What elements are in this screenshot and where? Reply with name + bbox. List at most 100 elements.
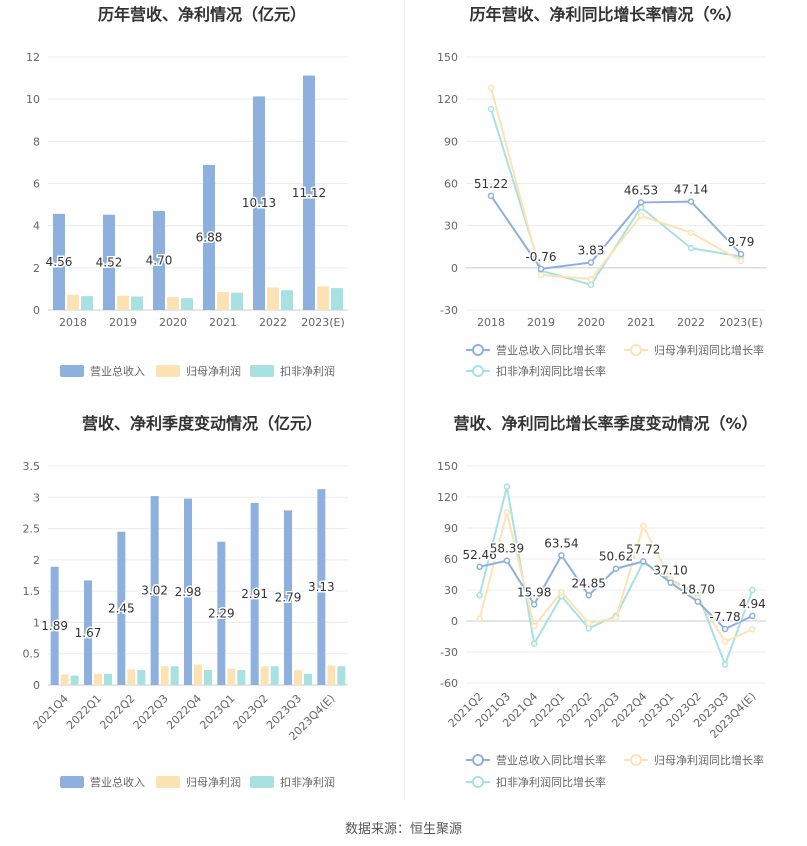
bar-net-profit — [260, 666, 269, 685]
x-tick-label: 2019 — [527, 316, 555, 329]
data-label: 46.53 — [624, 183, 658, 197]
bar-net-profit — [194, 664, 202, 685]
series-point-2 — [749, 586, 756, 594]
quarterly-growth-rate-svg: 营收、净利同比增长率季度变动情况（%）-60-30030609012015020… — [437, 414, 767, 789]
legend-label: 扣非净利润同比增长率 — [496, 775, 606, 789]
legend-label: 归母净利润同比增长率 — [654, 343, 764, 357]
series-point-0 — [687, 198, 695, 205]
series-point-0 — [585, 592, 592, 599]
legend-label: 营业总收入 — [90, 775, 145, 789]
bar-deducted-net-profit — [204, 669, 212, 685]
bar-revenue — [84, 580, 92, 685]
bar-deducted-net-profit — [331, 288, 343, 310]
y-tick-label: 10 — [26, 93, 40, 106]
y-tick-label: 0 — [33, 304, 40, 317]
quarterly-revenue-profit-chart: 营收、净利季度变动情况（亿元） 0 0.5 1 1.5 2 2.5 3 3.5 2021Q4 202… — [0, 405, 404, 805]
series-point-1 — [612, 614, 620, 622]
bar-revenue — [150, 496, 159, 685]
legend-label: 归母净利润 — [186, 775, 241, 789]
y-tick-label: 0.5 — [23, 648, 41, 661]
series-point-1 — [640, 522, 647, 530]
y-tick-label: 120 — [437, 93, 458, 106]
bar-deducted-net-profit — [304, 673, 312, 685]
y-tick-label: 30 — [444, 584, 458, 597]
chart-title: 历年营收、净利情况（亿元） — [98, 5, 306, 24]
y-tick-label: -60 — [440, 677, 458, 690]
data-label: 6.88 — [196, 230, 223, 244]
y-tick-label: 0 — [451, 615, 458, 628]
series-point-2 — [585, 624, 592, 632]
legend-swatch — [250, 365, 274, 377]
series-point-1 — [503, 509, 511, 516]
data-label: 10.13 — [242, 196, 276, 210]
series-point-1 — [721, 638, 729, 645]
y-tick-label: 4 — [33, 220, 40, 233]
data-label: -7.78 — [710, 610, 741, 624]
data-label: 3.83 — [578, 243, 605, 257]
y-tick-label: 1 — [33, 616, 40, 629]
bar-net-profit — [60, 674, 69, 685]
data-label: 3.02 — [141, 584, 168, 598]
series-line-0 — [490, 195, 742, 270]
legend-label: 归母净利润同比增长率 — [654, 753, 764, 767]
x-tick-label: 2021 — [209, 316, 237, 329]
legend-swatch — [156, 365, 180, 377]
data-label: 58.39 — [490, 542, 524, 556]
series-point-2 — [530, 640, 538, 647]
x-tick-label: 2021 — [627, 316, 655, 329]
series-point-2 — [476, 591, 483, 599]
series-point-1 — [687, 229, 695, 236]
x-tick-label: 2022Q1 — [64, 692, 104, 732]
bar-revenue — [284, 510, 292, 685]
legend-swatch — [250, 776, 274, 788]
data-label: 15.98 — [517, 585, 551, 599]
series-point-2 — [487, 105, 495, 113]
legend-label: 扣非净利润 — [280, 775, 335, 789]
bar-deducted-net-profit — [237, 669, 246, 685]
data-label: 2.98 — [175, 585, 202, 599]
series-point-0 — [721, 625, 729, 633]
y-tick-label: 12 — [26, 51, 40, 64]
legend-swatch — [60, 776, 84, 788]
y-tick-label: 2 — [33, 262, 40, 275]
bar-revenue — [317, 489, 326, 685]
bar-deducted-net-profit — [270, 666, 279, 685]
series-point-1 — [487, 84, 495, 92]
x-tick-label: 2023(E) — [719, 316, 763, 329]
series-point-1 — [585, 619, 592, 627]
series-point-1 — [530, 622, 538, 630]
panel-divider — [404, 0, 405, 800]
data-label: 4.56 — [46, 255, 73, 269]
series-point-0 — [587, 259, 595, 266]
series-point-1 — [558, 588, 565, 596]
bar-net-profit — [327, 665, 336, 685]
data-label: -0.76 — [525, 250, 556, 264]
x-tick-label: 2022 — [259, 316, 287, 329]
legend-label: 营业总收入 — [90, 364, 145, 378]
x-tick-label: 2022Q3 — [131, 692, 171, 732]
legend-swatch-marker — [472, 776, 484, 788]
quarterly-revenue-profit-svg: 营收、净利季度变动情况（亿元）00.511.522.533.52021Q4202… — [23, 414, 348, 789]
x-tick-label: 2020 — [159, 316, 187, 329]
y-tick-label: 120 — [437, 491, 458, 504]
series-point-0 — [537, 265, 545, 273]
data-label: 51.22 — [474, 177, 508, 191]
y-tick-label: 2.5 — [23, 523, 41, 536]
data-source-footer: 数据来源：恒生聚源 — [344, 822, 462, 837]
data-label: 47.14 — [674, 183, 708, 197]
bar-deducted-net-profit — [231, 292, 243, 310]
series-point-1 — [476, 615, 483, 623]
series-point-0 — [476, 563, 483, 571]
x-tick-label: 2020 — [577, 316, 605, 329]
series-point-1 — [537, 271, 545, 279]
y-tick-label: 1.5 — [23, 585, 41, 598]
bar-net-profit — [267, 287, 279, 310]
x-tick-label: 2018 — [477, 316, 505, 329]
series-point-1 — [749, 626, 756, 633]
bar-deducted-net-profit — [70, 675, 79, 685]
bar-deducted-net-profit — [170, 666, 179, 685]
annual-revenue-profit-svg: 历年营收、净利情况（亿元） 0 2 4 6 8 10 12 2018 2019 2020 2021 20… — [26, 5, 348, 378]
series-point-0 — [637, 199, 645, 206]
x-tick-label: 2021Q4 — [31, 692, 71, 732]
x-tick-label: 2023Q2 — [231, 692, 271, 732]
